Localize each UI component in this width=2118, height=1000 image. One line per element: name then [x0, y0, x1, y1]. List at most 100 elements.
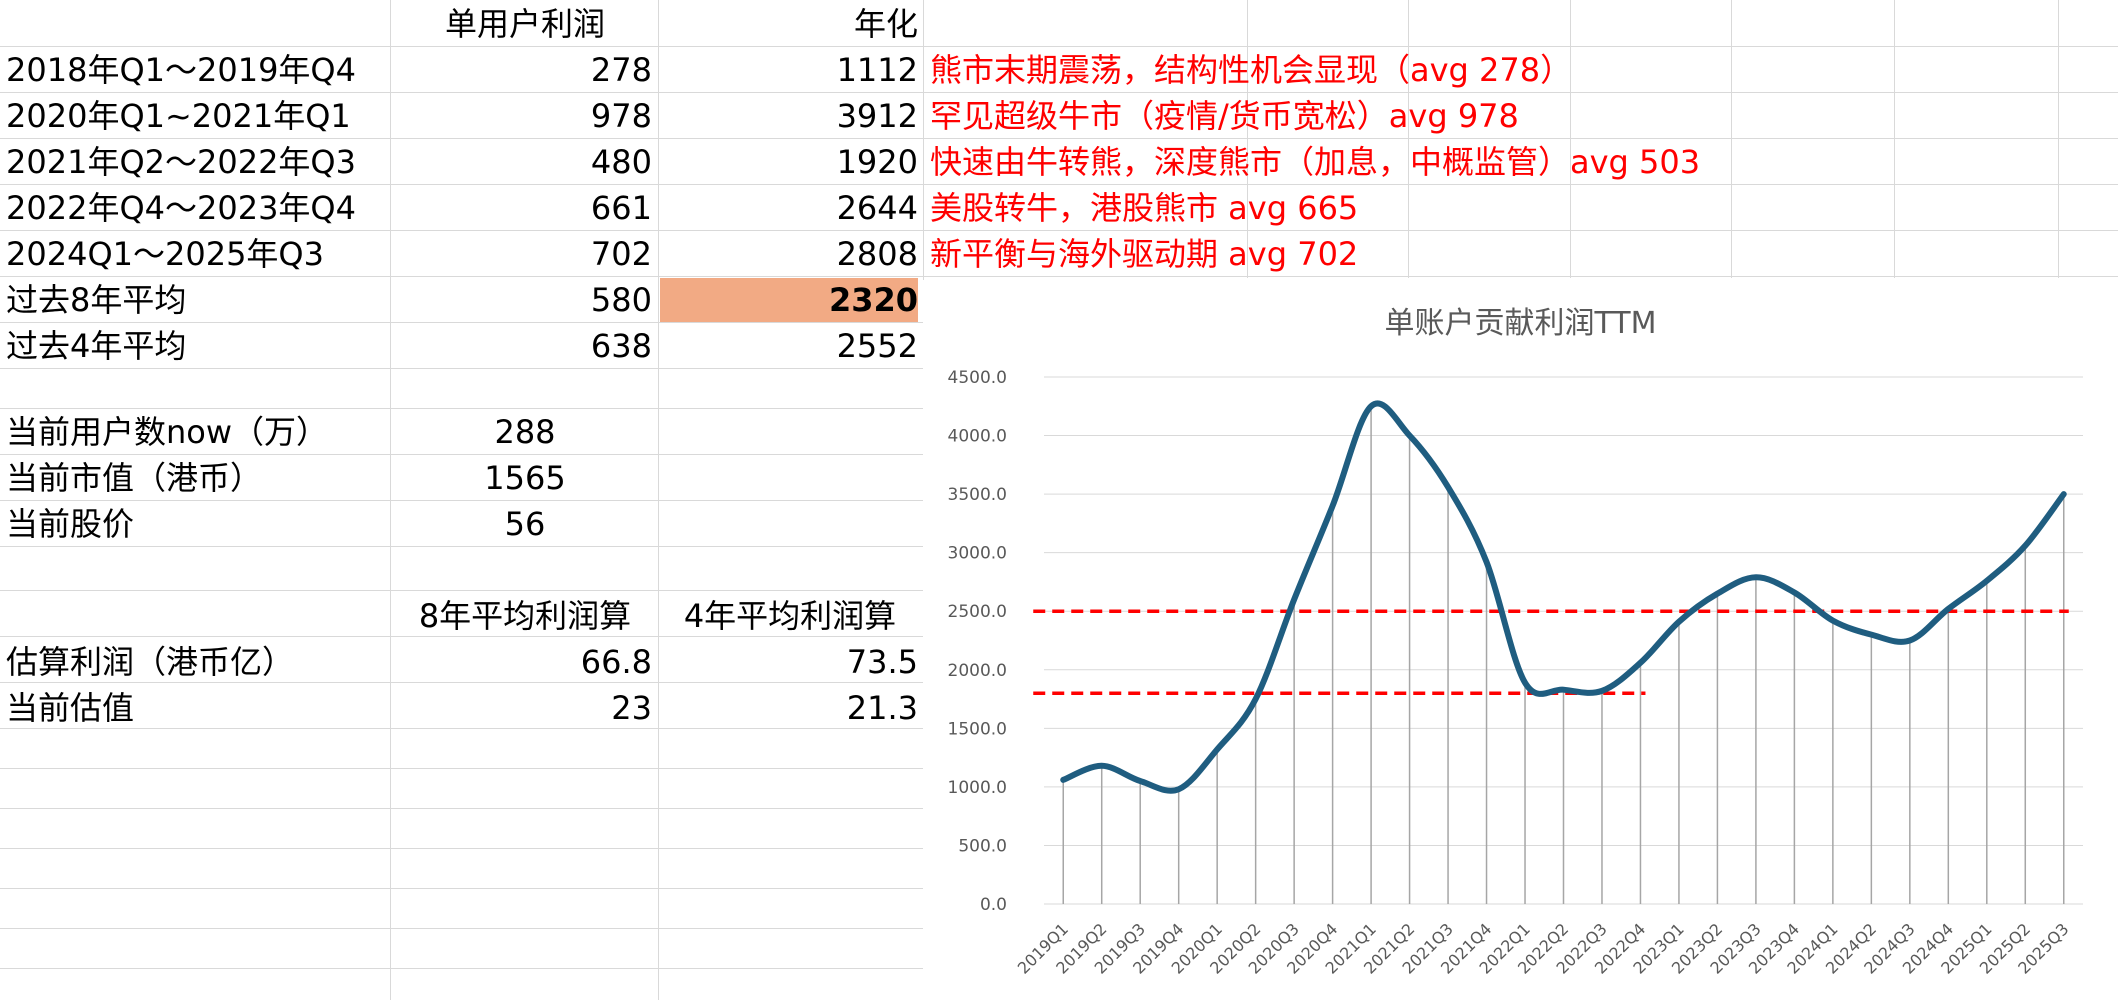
- column-gridline: [390, 0, 391, 1000]
- est-profit-8yr[interactable]: 66.8: [580, 643, 652, 681]
- period-note[interactable]: 熊市末期震荡，结构性机会显现（avg 278）: [930, 51, 1573, 89]
- data-point: [1407, 433, 1413, 439]
- column-gridline: [1731, 0, 1732, 278]
- column-gridline: [1894, 0, 1895, 278]
- y-tick-label: 4000.0: [948, 427, 1007, 447]
- header-8yr-calc[interactable]: 8年平均利润算: [418, 597, 632, 635]
- price-label[interactable]: 当前股价: [6, 505, 135, 543]
- header-single-user-profit[interactable]: 单用户利润: [444, 5, 605, 43]
- data-point: [1907, 638, 1913, 643]
- row-gridline: [0, 848, 923, 849]
- period-note[interactable]: 美股转牛，港股熊市 avg 665: [930, 189, 1359, 227]
- data-point: [1522, 680, 1528, 686]
- period-annual[interactable]: 2644: [836, 189, 918, 227]
- period-note[interactable]: 快速由牛转熊，深度熊市（加息，中概监管）avg 503: [930, 143, 1701, 181]
- row-gridline: [0, 728, 923, 729]
- period-annual[interactable]: 1920: [836, 143, 918, 181]
- est-profit-label[interactable]: 估算利润（港币亿）: [6, 643, 295, 681]
- row-gridline: [0, 454, 923, 455]
- chart-title: 单账户贡献利润TTM: [1384, 306, 1656, 341]
- y-tick-label: 3500.0: [948, 485, 1007, 505]
- users-label[interactable]: 当前用户数now（万）: [6, 413, 329, 451]
- avg4-profit[interactable]: 638: [590, 327, 652, 365]
- period-label[interactable]: 2022年Q4～2023年Q4: [6, 189, 356, 227]
- data-point: [1099, 763, 1105, 769]
- column-gridline: [1570, 0, 1571, 278]
- data-point: [1984, 578, 1990, 584]
- data-point: [1599, 688, 1605, 694]
- header-annualized[interactable]: 年化: [853, 5, 918, 43]
- est-profit-4yr[interactable]: 73.5: [846, 643, 918, 681]
- valuation-4yr[interactable]: 21.3: [846, 689, 918, 727]
- row-gridline: [0, 546, 923, 547]
- period-label[interactable]: 2024Q1～2025年Q3: [6, 235, 324, 273]
- series-line: [1060, 400, 2067, 794]
- data-point: [1753, 574, 1759, 580]
- data-point: [1676, 619, 1682, 625]
- period-annual[interactable]: 1112: [836, 51, 918, 89]
- y-tick-label: 2000.0: [948, 661, 1007, 681]
- row-gridline: [0, 46, 2118, 47]
- data-point: [1176, 786, 1182, 792]
- row-gridline: [0, 968, 923, 969]
- row-gridline: [0, 368, 923, 369]
- avg8-profit[interactable]: 580: [590, 281, 652, 319]
- period-note[interactable]: 新平衡与海外驱动期 avg 702: [930, 235, 1359, 273]
- column-gridline: [658, 0, 659, 1000]
- column-gridline: [1408, 0, 1409, 278]
- line-chart-object[interactable]: 单账户贡献利润TTM 0.0 500.0 1000.0 1500.0 2000.0 250…: [923, 280, 2118, 1000]
- market-cap-value[interactable]: 1565: [484, 459, 566, 497]
- period-annual[interactable]: 3912: [836, 97, 918, 135]
- data-point: [1830, 618, 1836, 624]
- y-tick-label: 1000.0: [948, 778, 1007, 798]
- avg4-annual[interactable]: 2552: [836, 327, 918, 365]
- data-point: [1791, 589, 1797, 595]
- data-point: [1137, 778, 1143, 784]
- avg8-annual-highlighted[interactable]: 2320: [660, 278, 918, 322]
- period-profit[interactable]: 480: [590, 143, 652, 181]
- price-value[interactable]: 56: [504, 505, 546, 543]
- valuation-8yr[interactable]: 23: [611, 689, 652, 727]
- data-point: [1945, 606, 1951, 612]
- y-tick-label: 500.0: [958, 836, 1007, 856]
- row-gridline: [0, 636, 923, 637]
- y-tick-label: 3000.0: [948, 544, 1007, 564]
- column-gridline: [2058, 0, 2059, 278]
- period-annual[interactable]: 2808: [836, 235, 918, 273]
- data-point: [1330, 503, 1336, 509]
- period-label[interactable]: 2018年Q1～2019年Q4: [6, 51, 356, 89]
- row-gridline: [0, 768, 923, 769]
- row-gridline: [0, 808, 923, 809]
- row-gridline: [0, 682, 923, 683]
- period-label[interactable]: 2021年Q2～2022年Q3: [6, 143, 356, 181]
- row-gridline: [0, 276, 2118, 277]
- header-4yr-calc[interactable]: 4年平均利润算: [683, 597, 897, 635]
- avg4-label[interactable]: 过去4年平均: [6, 327, 187, 365]
- market-cap-label[interactable]: 当前市值（港币）: [6, 459, 263, 497]
- row-gridline: [0, 92, 2118, 93]
- period-label[interactable]: 2020年Q1~2021年Q1: [6, 97, 351, 135]
- period-profit[interactable]: 278: [590, 51, 652, 89]
- row-gridline: [0, 184, 2118, 185]
- y-tick-label: 1500.0: [948, 719, 1007, 739]
- period-profit[interactable]: 661: [590, 189, 652, 227]
- row-gridline: [0, 590, 923, 591]
- row-gridline: [0, 230, 2118, 231]
- data-point: [1484, 559, 1490, 565]
- row-gridline: [0, 928, 923, 929]
- data-point: [1060, 777, 1066, 783]
- period-profit[interactable]: 978: [590, 97, 652, 135]
- avg8-label[interactable]: 过去8年平均: [6, 281, 187, 319]
- period-profit[interactable]: 702: [590, 235, 652, 273]
- users-value[interactable]: 288: [494, 413, 556, 451]
- y-tick-label: 4500.0: [948, 368, 1007, 388]
- data-point: [2061, 491, 2067, 497]
- row-gridline: [0, 322, 923, 323]
- data-point: [1368, 403, 1374, 409]
- period-note[interactable]: 罕见超级牛市（疫情/货币宽松）avg 978: [930, 97, 1519, 135]
- data-point: [1868, 632, 1874, 638]
- data-point: [1253, 696, 1259, 702]
- y-tick-label: 2500.0: [948, 602, 1007, 622]
- valuation-label[interactable]: 当前估值: [6, 689, 135, 727]
